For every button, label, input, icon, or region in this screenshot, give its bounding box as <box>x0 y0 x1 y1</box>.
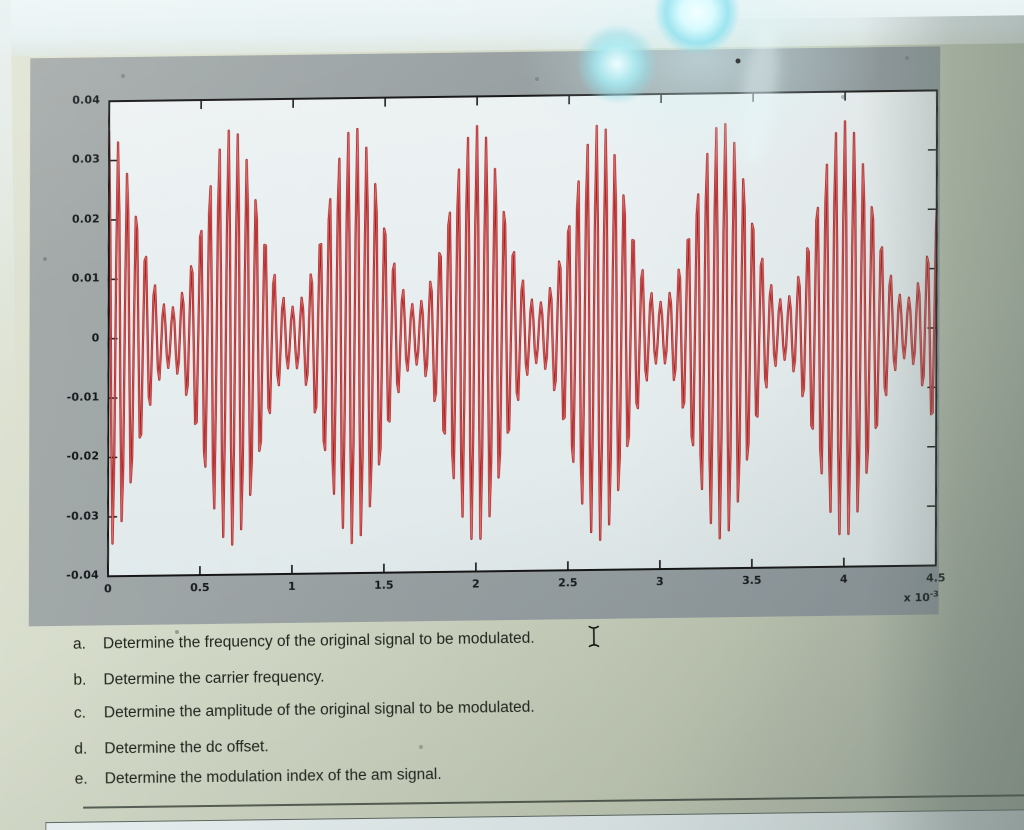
answer-input-box[interactable] <box>45 808 1024 830</box>
question-text: Determine the frequency of the original … <box>102 629 535 653</box>
y-tick-label: 0.04 <box>72 93 101 107</box>
section-divider <box>83 793 1024 809</box>
question-item-e: e. Determine the modulation index of the… <box>75 759 835 790</box>
x-tick-label: 0.5 <box>190 580 210 595</box>
y-tick-label: -0.01 <box>66 390 100 404</box>
x-tick-label: 4.5 <box>926 571 946 585</box>
y-tick-label: 0.03 <box>72 152 101 167</box>
y-tick-label: -0.03 <box>66 509 100 523</box>
x-tick-label: 2.5 <box>558 576 578 590</box>
questions-list: a. Determine the frequency of the origin… <box>73 624 835 790</box>
question-label: a. <box>72 635 87 653</box>
question-label: c. <box>73 704 87 722</box>
question-text: Determine the amplitude of the original … <box>103 698 535 722</box>
x-axis-scale-label: x 10-3 <box>867 589 939 605</box>
x-tick-label: 3 <box>655 575 664 589</box>
y-tick-label: 0.01 <box>71 271 100 285</box>
y-tick-label: -0.02 <box>66 449 100 464</box>
question-label: e. <box>74 770 88 788</box>
x-tick-label: 4 <box>839 572 848 586</box>
scale-base: x 10 <box>903 591 930 605</box>
y-tick-label: 0 <box>91 330 100 344</box>
x-tick-label: 2 <box>472 577 480 591</box>
am-signal-plot <box>106 89 939 578</box>
question-item-d: d. Determine the dc offset. <box>74 729 834 760</box>
question-text: Determine the modulation index of the am… <box>104 765 442 788</box>
question-item-a: a. Determine the frequency of the origin… <box>73 624 833 655</box>
x-tick-label: 1 <box>288 579 296 593</box>
am-plot-canvas <box>106 89 939 578</box>
y-tick-label: 0.02 <box>71 212 100 226</box>
question-item-c: c. Determine the amplitude of the origin… <box>74 693 834 724</box>
text-cursor-icon <box>588 625 600 648</box>
y-tick-label: -0.04 <box>66 568 99 582</box>
question-text: Determine the dc offset. <box>104 738 269 758</box>
figure-panel: x 10-3 0 0.5 1 1.5 2 2.5 3 3.5 4 4.5 0.04 0.03 0.02 0… <box>28 46 946 627</box>
question-text: Determine the carrier frequency. <box>103 668 325 689</box>
question-label: b. <box>73 671 87 689</box>
am-signal-trace-core <box>108 120 938 546</box>
x-tick-label: 1.5 <box>374 578 394 592</box>
x-tick-label: 0 <box>104 582 112 596</box>
question-label: d. <box>74 740 88 758</box>
scale-exponent: -3 <box>929 589 939 599</box>
am-signal-trace <box>107 120 938 546</box>
photo-left-margin <box>0 0 16 413</box>
question-item-b: b. Determine the carrier frequency. <box>73 660 833 691</box>
x-tick-label: 3.5 <box>742 573 762 588</box>
